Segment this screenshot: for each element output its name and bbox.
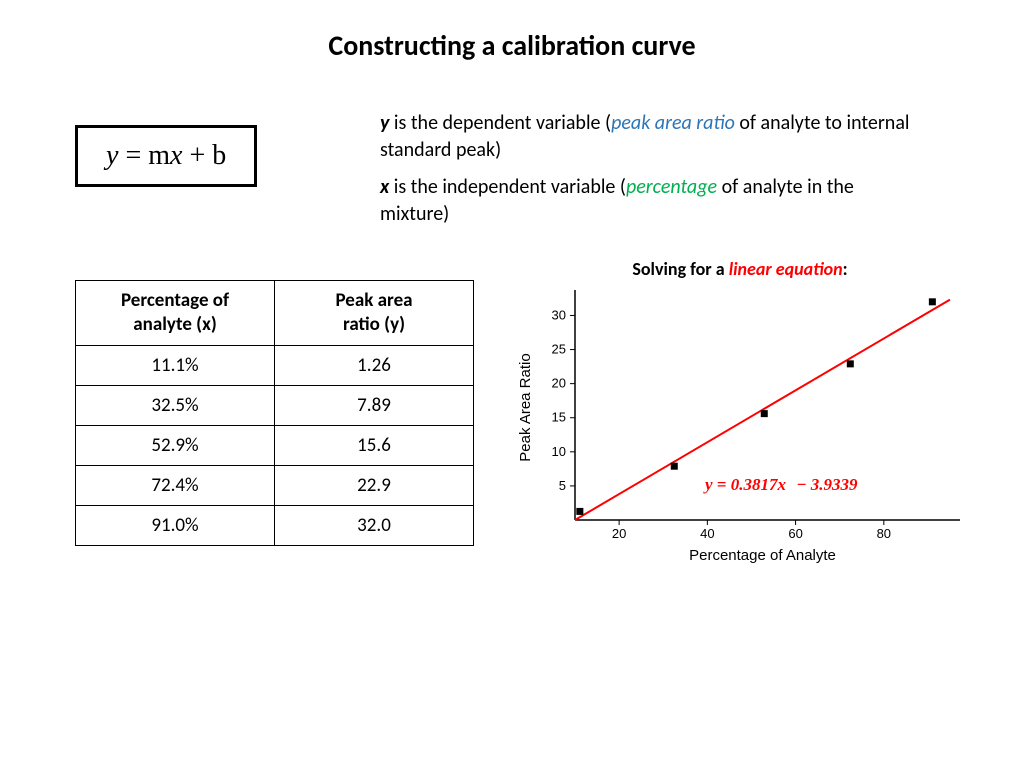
col1-header: Percentage of analyte (x) — [76, 281, 275, 346]
eq-x: x — [170, 140, 182, 171]
chart-title-pre: Solving for a — [632, 258, 728, 280]
col1-header-l2: analyte (x) — [76, 313, 274, 337]
x-definition: x is the independent variable (percentag… — [380, 174, 920, 228]
table-row: 72.4%22.9 — [76, 465, 474, 505]
svg-text:40: 40 — [700, 526, 714, 541]
svg-text:10: 10 — [552, 444, 566, 459]
table-row: 11.1%1.26 — [76, 345, 474, 385]
svg-text:Percentage of Analyte: Percentage of Analyte — [689, 547, 836, 564]
cell-x: 11.1% — [76, 345, 275, 385]
cell-y: 1.26 — [275, 345, 474, 385]
chart-title: Solving for a linear equation: — [510, 258, 970, 280]
svg-text:5: 5 — [559, 478, 566, 493]
svg-text:y = 0.3817x − 3.9339: y = 0.3817x − 3.9339 — [703, 475, 858, 494]
svg-text:15: 15 — [552, 410, 566, 425]
cell-y: 15.6 — [275, 425, 474, 465]
x-def-mid: is the independent variable ( — [389, 175, 626, 199]
chart-title-em: linear equation — [729, 258, 843, 280]
table-row: 91.0%32.0 — [76, 505, 474, 545]
cell-x: 91.0% — [76, 505, 275, 545]
table-header-row: Percentage of analyte (x) Peak area rati… — [76, 281, 474, 346]
cell-y: 22.9 — [275, 465, 474, 505]
y-def-mid: is the dependent variable ( — [389, 111, 611, 135]
cell-x: 72.4% — [76, 465, 275, 505]
cell-x: 32.5% — [76, 385, 275, 425]
svg-text:80: 80 — [877, 526, 891, 541]
col1-header-l1: Percentage of — [76, 289, 274, 313]
col2-header: Peak area ratio (y) — [275, 281, 474, 346]
table-row: 52.9%15.6 — [76, 425, 474, 465]
svg-text:60: 60 — [788, 526, 802, 541]
calibration-data-table: Percentage of analyte (x) Peak area rati… — [75, 280, 474, 546]
svg-text:20: 20 — [612, 526, 626, 541]
cell-y: 32.0 — [275, 505, 474, 545]
eq-y: y — [106, 140, 118, 171]
calibration-chart: 20 40 60 80 5 10 15 20 25 30 Percentage of Analyte… — [510, 285, 970, 575]
page-title: Constructing a calibration curve — [0, 28, 1024, 63]
y-symbol: y — [380, 111, 389, 135]
eq-m: = m — [118, 140, 170, 171]
svg-text:30: 30 — [552, 307, 566, 322]
eq-b: + b — [182, 140, 226, 171]
col2-header-l1: Peak area — [275, 289, 473, 313]
chart-title-post: : — [843, 258, 848, 280]
col2-header-l2: ratio (y) — [275, 313, 473, 337]
y-def-em: peak area ratio — [611, 111, 735, 135]
cell-y: 7.89 — [275, 385, 474, 425]
variable-definitions: y is the dependent variable (peak area r… — [380, 110, 920, 238]
svg-text:Peak Area Ratio: Peak Area Ratio — [517, 353, 534, 461]
x-def-em: percentage — [626, 175, 717, 199]
cell-x: 52.9% — [76, 425, 275, 465]
x-symbol: x — [380, 175, 389, 199]
y-definition: y is the dependent variable (peak area r… — [380, 110, 920, 164]
table-row: 32.5%7.89 — [76, 385, 474, 425]
linear-equation-box: y = mx + b — [75, 125, 257, 187]
svg-text:20: 20 — [552, 376, 566, 391]
svg-text:25: 25 — [552, 342, 566, 357]
